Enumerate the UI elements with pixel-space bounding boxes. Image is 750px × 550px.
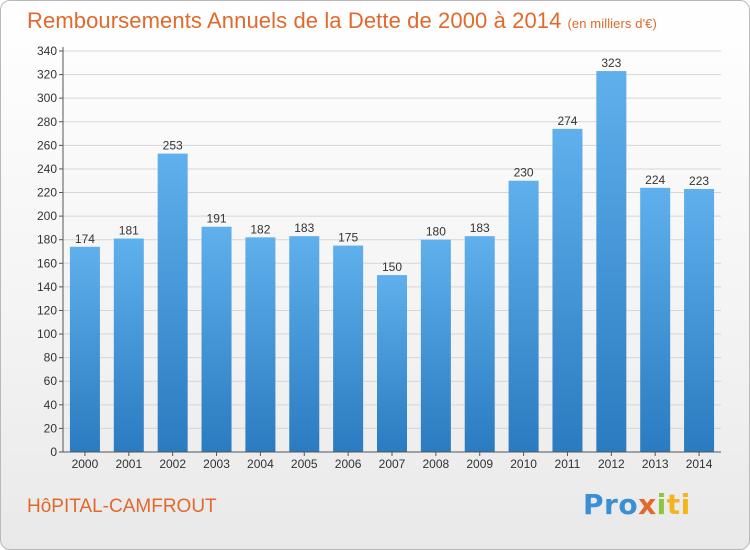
x-tick-label: 2007 bbox=[379, 457, 406, 471]
y-tick-label: 220 bbox=[37, 186, 57, 200]
logo-part-4: ti bbox=[666, 488, 691, 521]
bar bbox=[420, 239, 451, 452]
y-tick-label: 260 bbox=[37, 138, 57, 152]
bar bbox=[69, 246, 100, 452]
y-tick-label: 160 bbox=[37, 256, 57, 270]
logo-part-2: x bbox=[638, 488, 657, 521]
y-tick-label: 20 bbox=[44, 421, 58, 435]
bar bbox=[333, 245, 364, 452]
y-tick-label: 340 bbox=[37, 44, 57, 58]
bar bbox=[508, 180, 539, 452]
bar-value-label: 183 bbox=[470, 221, 490, 235]
chart-unit: (en milliers d'€) bbox=[567, 16, 657, 31]
x-tick-label: 2008 bbox=[423, 457, 450, 471]
x-tick-label: 2006 bbox=[335, 457, 362, 471]
x-tick-label: 2003 bbox=[203, 457, 230, 471]
x-tick-label: 2002 bbox=[159, 457, 186, 471]
y-tick-label: 320 bbox=[37, 68, 57, 82]
x-tick-label: 2014 bbox=[686, 457, 713, 471]
bar-value-label: 174 bbox=[75, 232, 95, 246]
bar bbox=[245, 237, 276, 452]
bar-value-label: 181 bbox=[119, 224, 139, 238]
bar bbox=[113, 238, 144, 452]
bar bbox=[684, 188, 715, 452]
y-tick-label: 300 bbox=[37, 91, 57, 105]
bar-value-label: 175 bbox=[338, 231, 358, 245]
bar-layer: 174 181 253 191 182 183 175 150 180 183 230 274 323 2… bbox=[69, 56, 715, 453]
bar bbox=[552, 128, 583, 452]
x-tick-label: 2013 bbox=[642, 457, 669, 471]
bar-value-label: 180 bbox=[426, 225, 446, 239]
logo-part-3: i bbox=[656, 488, 667, 521]
x-tick-label: 2000 bbox=[72, 457, 99, 471]
y-tick-label: 240 bbox=[37, 162, 57, 176]
y-tick-label: 140 bbox=[37, 280, 57, 294]
bar-value-label: 191 bbox=[207, 212, 227, 226]
x-tick-label: 2005 bbox=[291, 457, 318, 471]
bar bbox=[464, 236, 495, 452]
bar-value-label: 230 bbox=[514, 166, 534, 180]
bar-value-label: 323 bbox=[601, 56, 621, 70]
y-tick-label: 40 bbox=[44, 398, 58, 412]
bar-value-label: 223 bbox=[689, 174, 709, 188]
y-tick-label: 180 bbox=[37, 233, 57, 247]
y-tick-label: 120 bbox=[37, 303, 57, 317]
y-tick-label: 100 bbox=[37, 327, 57, 341]
bar bbox=[377, 275, 407, 452]
chart-title-text: Remboursements Annuels de la Dette de 20… bbox=[27, 8, 562, 33]
bar bbox=[201, 226, 232, 452]
bar-value-label: 182 bbox=[250, 222, 270, 236]
x-tick-label: 2011 bbox=[555, 457, 581, 471]
x-tick-label: 2004 bbox=[247, 457, 274, 471]
bar-value-label: 253 bbox=[163, 139, 183, 153]
bar-value-label: 183 bbox=[294, 221, 314, 235]
x-tick-label: 2010 bbox=[510, 457, 537, 471]
y-tick-label: 200 bbox=[37, 209, 57, 223]
y-tick-label: 60 bbox=[44, 374, 58, 388]
bar bbox=[640, 187, 671, 452]
x-tick-label: 2001 bbox=[115, 457, 142, 471]
x-tick-label: 2009 bbox=[466, 457, 493, 471]
logo-part-1: Pro bbox=[583, 488, 639, 521]
y-tick-label: 0 bbox=[50, 445, 57, 459]
bar bbox=[289, 236, 320, 452]
y-tick-label: 80 bbox=[44, 351, 58, 365]
axis-layer: 0 20 40 60 80 100 120 140 160 180 200 220 240 260 280 3… bbox=[37, 44, 721, 471]
bar-value-label: 274 bbox=[557, 114, 577, 128]
bar bbox=[596, 71, 627, 453]
bar bbox=[157, 153, 188, 452]
y-tick-label: 280 bbox=[37, 115, 57, 129]
bar-value-label: 150 bbox=[382, 260, 402, 274]
chart-title: Remboursements Annuels de la Dette de 20… bbox=[27, 8, 657, 34]
city-name: HôPITAL-CAMFROUT bbox=[27, 496, 217, 517]
proxiti-logo: Proxiti bbox=[583, 488, 691, 521]
x-tick-label: 2012 bbox=[598, 457, 625, 471]
bar-value-label: 224 bbox=[645, 173, 665, 187]
